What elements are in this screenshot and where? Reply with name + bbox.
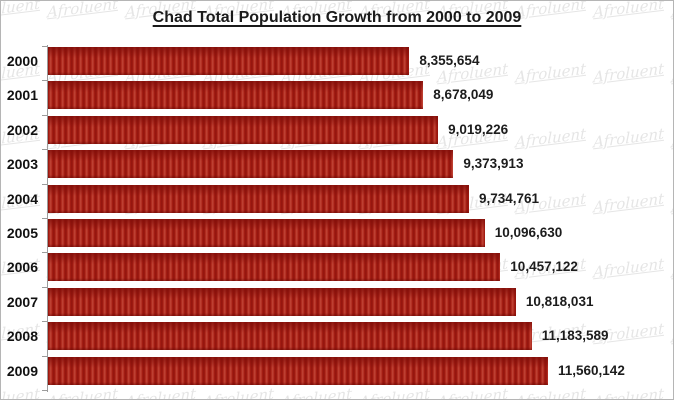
year-label: 2001 <box>6 87 38 104</box>
population-bar <box>48 287 516 316</box>
population-bar <box>48 218 485 247</box>
population-bar <box>48 115 439 144</box>
chart-row: 2009 11,560,142 <box>1 356 673 391</box>
plot-area: 2000 8,355,654 2001 8,678,049 2002 9,019,226 2… <box>1 45 673 393</box>
axis-tick <box>42 184 48 185</box>
population-bar <box>48 81 424 110</box>
axis-tick <box>42 80 48 81</box>
chart-row: 2003 9,373,913 <box>1 150 673 184</box>
axis-tick <box>42 287 48 288</box>
chart-row: 2001 8,678,049 <box>1 81 673 115</box>
year-label: 2002 <box>6 121 38 138</box>
bar-rows: 2000 8,355,654 2001 8,678,049 2002 9,019,226 2… <box>1 47 673 391</box>
year-label: 2009 <box>6 362 38 379</box>
axis-tick <box>42 115 48 116</box>
axis-tick <box>42 46 48 47</box>
population-bar <box>48 322 532 351</box>
value-label: 9,019,226 <box>448 121 509 137</box>
population-bar <box>48 47 410 75</box>
value-label: 11,183,589 <box>541 328 609 344</box>
chart-row: 2004 9,734,761 <box>1 184 673 219</box>
value-label: 9,734,761 <box>479 190 540 206</box>
chart-row: 2006 10,457,122 <box>1 253 673 287</box>
chart-title: Chad Total Population Growth from 2000 t… <box>152 9 522 26</box>
axis-tick <box>42 356 48 357</box>
year-label: 2007 <box>6 293 38 310</box>
axis-tick <box>42 321 48 322</box>
value-label: 10,457,122 <box>510 259 578 275</box>
value-label: 9,373,913 <box>463 156 524 172</box>
chart-row: 2008 11,183,589 <box>1 322 673 356</box>
value-label: 11,560,142 <box>558 362 625 378</box>
chart-row: 2007 10,818,031 <box>1 287 673 322</box>
year-label: 2005 <box>6 224 38 241</box>
axis-tick <box>42 390 48 391</box>
population-bar <box>48 184 469 213</box>
population-bar <box>48 356 548 385</box>
chart-row: 2005 10,096,630 <box>1 218 673 253</box>
axis-tick <box>42 252 48 253</box>
chart-row: 2002 9,019,226 <box>1 115 673 150</box>
value-label: 8,355,654 <box>419 53 480 68</box>
year-label: 2000 <box>6 53 38 69</box>
axis-tick <box>42 218 48 219</box>
year-label: 2008 <box>6 328 38 345</box>
value-label: 8,678,049 <box>433 87 494 103</box>
chart-row: 2000 8,355,654 <box>1 47 673 81</box>
year-label: 2004 <box>6 190 38 207</box>
year-label: 2006 <box>6 259 38 276</box>
population-bar <box>48 150 454 179</box>
value-label: 10,818,031 <box>525 293 594 309</box>
axis-tick <box>42 149 48 150</box>
value-label: 10,096,630 <box>494 224 563 240</box>
population-bar <box>48 253 501 282</box>
year-label: 2003 <box>6 156 38 173</box>
